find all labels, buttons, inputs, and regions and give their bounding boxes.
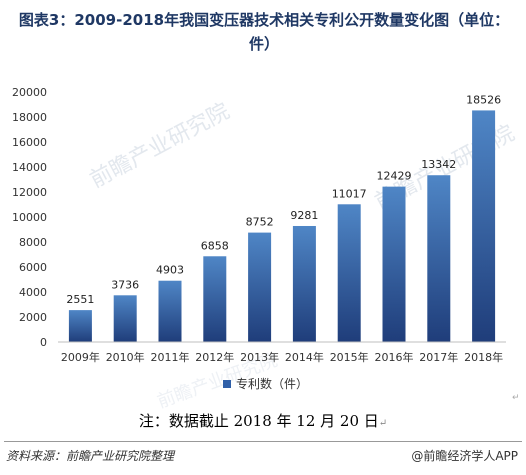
bar-value-label: 9281 — [290, 209, 318, 222]
y-tick-label: 4000 — [19, 286, 47, 299]
y-axis: 0 2000 4000 6000 8000 10000 12000 14000 16000 180… — [12, 86, 47, 349]
bar-value-label: 8752 — [246, 216, 274, 229]
y-tick-label: 12000 — [12, 186, 47, 199]
x-tick-label: 2010年 — [106, 350, 145, 364]
footnote: 注：数据截止 2018 年 12 月 20 日↵ — [138, 412, 388, 430]
bar — [113, 295, 137, 342]
corner-return-mark: ↵ — [512, 393, 520, 403]
bar-value-label: 6858 — [201, 239, 229, 252]
x-tick-label: 2013年 — [240, 350, 279, 364]
source-text: 资料来源：前瞻产业研究院整理 — [6, 449, 175, 463]
x-tick-label: 2017年 — [419, 350, 458, 364]
x-tick-label: 2012年 — [195, 350, 234, 364]
legend-label: 专利数（件） — [236, 376, 308, 391]
return-mark: ↵ — [378, 418, 388, 429]
bar — [203, 256, 227, 342]
bar — [292, 225, 316, 342]
y-tick-label: 2000 — [19, 311, 47, 324]
bar — [427, 175, 451, 342]
y-tick-label: 20000 — [12, 86, 47, 99]
x-tick-label: 2015年 — [330, 350, 369, 364]
bar — [68, 310, 92, 342]
watermark: 前瞻产业研究院 — [86, 99, 234, 193]
x-tick-label: 2011年 — [151, 350, 190, 364]
x-tick-label: 2018年 — [464, 350, 503, 364]
y-tick-label: 16000 — [12, 136, 47, 149]
bar — [472, 110, 496, 342]
x-tick-label: 2009年 — [61, 350, 100, 364]
bar-value-label: 3736 — [111, 278, 139, 291]
bar-value-label: 4903 — [156, 264, 184, 277]
bar — [337, 204, 361, 342]
x-axis: 2009年 2010年 2011年 2012年 2013年 2014年 2015年 2016年… — [58, 341, 506, 364]
y-tick-label: 10000 — [12, 211, 47, 224]
y-tick-label: 0 — [40, 336, 47, 349]
x-tick-label: 2014年 — [285, 350, 324, 364]
brand-text: @前瞻经济学人APP — [411, 449, 518, 463]
legend: 专利数（件） — [223, 376, 308, 391]
y-tick-label: 14000 — [12, 161, 47, 174]
chart-title: 图表3：2009-2018年我国变压器技术相关专利公开数量变化图（单位：件） — [18, 11, 510, 53]
y-tick-label: 18000 — [12, 111, 47, 124]
bar-value-label: 11017 — [332, 187, 367, 200]
bar-value-label: 13342 — [421, 158, 456, 171]
bar-value-label: 2551 — [66, 293, 94, 306]
legend-swatch — [223, 380, 231, 388]
x-tick-label: 2016年 — [375, 350, 414, 364]
y-tick-label: 8000 — [19, 236, 47, 249]
y-tick-label: 6000 — [19, 261, 47, 274]
bar-value-label: 12429 — [377, 170, 412, 183]
bar — [248, 232, 272, 342]
bar — [158, 280, 182, 342]
footer-divider — [4, 441, 522, 442]
bar-value-label: 18526 — [466, 93, 501, 106]
bar — [382, 186, 406, 342]
bars: 2551 3736 4903 6858 8752 9281 11017 12429 13342 1… — [66, 93, 501, 342]
